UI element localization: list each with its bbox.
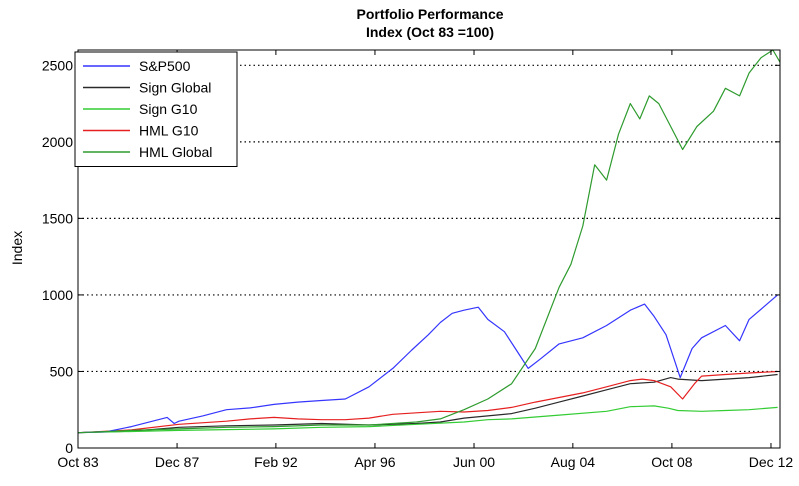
series-line-sign-g10 xyxy=(77,405,778,434)
y-tick-label: 1000 xyxy=(42,287,73,303)
x-tick-label: Dec 12 xyxy=(749,454,794,470)
chart-subtitle: Index (Oct 83 =100) xyxy=(366,24,494,40)
axis-ticks: 0 500 1000 1500 2000 2500 Oct 83 Dec 87 Feb 92 Ap… xyxy=(42,50,794,470)
plot-frame xyxy=(77,49,781,449)
y-tick-label: 0 xyxy=(65,440,73,456)
y-axis-label: Index xyxy=(9,231,25,265)
y-tick-label: 1500 xyxy=(42,210,73,226)
series-line-s-p500 xyxy=(77,294,778,434)
x-tick-label: Apr 96 xyxy=(354,454,395,470)
x-tick-label: Dec 87 xyxy=(155,454,200,470)
legend-label: HML Global xyxy=(139,144,212,160)
legend-label: Sign G10 xyxy=(139,101,198,117)
y-tick-label: 500 xyxy=(50,363,74,379)
x-tick-label: Oct 08 xyxy=(651,454,692,470)
legend: S&P500 Sign Global Sign G10 HML G10 HML Glob… xyxy=(74,51,238,167)
x-tick-label: Feb 92 xyxy=(254,454,298,470)
x-tick-label: Jun 00 xyxy=(453,454,495,470)
legend-label: Sign Global xyxy=(139,80,211,96)
chart-title: Portfolio Performance xyxy=(356,6,503,22)
series-line-hml-g10 xyxy=(77,370,778,434)
y-tick-label: 2500 xyxy=(42,57,73,73)
x-tick-label: Aug 04 xyxy=(551,454,596,470)
legend-label: HML G10 xyxy=(139,123,199,139)
y-tick-label: 2000 xyxy=(42,134,73,150)
x-tick-label: Oct 83 xyxy=(57,454,98,470)
legend-label: S&P500 xyxy=(139,58,191,74)
series-line-hml-global xyxy=(77,49,781,434)
series-layer xyxy=(77,49,781,434)
series-line-sign-global xyxy=(77,373,778,434)
